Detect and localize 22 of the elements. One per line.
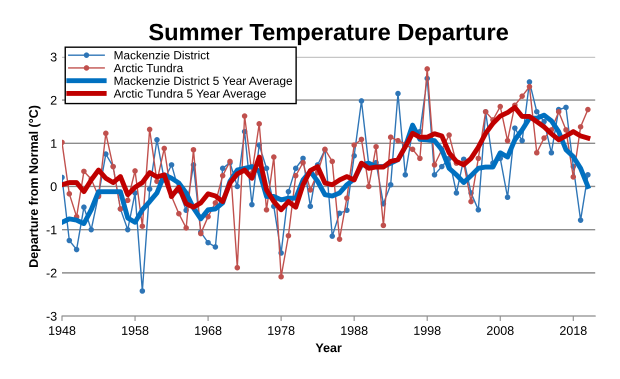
y-axis-title: Departure from Normal (°C) [28,106,40,267]
legend-label: Arctic Tundra [114,64,184,72]
x-tick-label: 1958 [122,326,148,335]
x-tick-label: 1988 [341,326,368,335]
y-tick-label: 2 [50,96,57,105]
legend-label: Arctic Tundra 5 Year Average [114,89,266,100]
x-tick-label: 2008 [486,326,514,335]
legend-label: Mackenzie District [114,50,210,60]
y-tick-label: -3 [46,312,57,321]
x-tick-label: 2018 [560,326,587,335]
x-tick-label: 1978 [268,326,294,335]
x-tick-label: 1948 [49,326,76,335]
y-tick-label: 0 [50,182,57,192]
y-tick-label: -1 [46,226,57,234]
y-tick-label: 3 [50,52,57,62]
legend-label: Mackenzie District 5 Year Average [114,76,292,88]
y-tick-label: -2 [46,268,57,278]
x-tick-label: 1968 [195,326,222,335]
y-tick-label: 1 [51,139,57,148]
chart-title: Summer Temperature Departure [149,24,508,46]
x-tick-label: 1998 [414,326,441,335]
x-axis-title: Year [316,343,342,352]
